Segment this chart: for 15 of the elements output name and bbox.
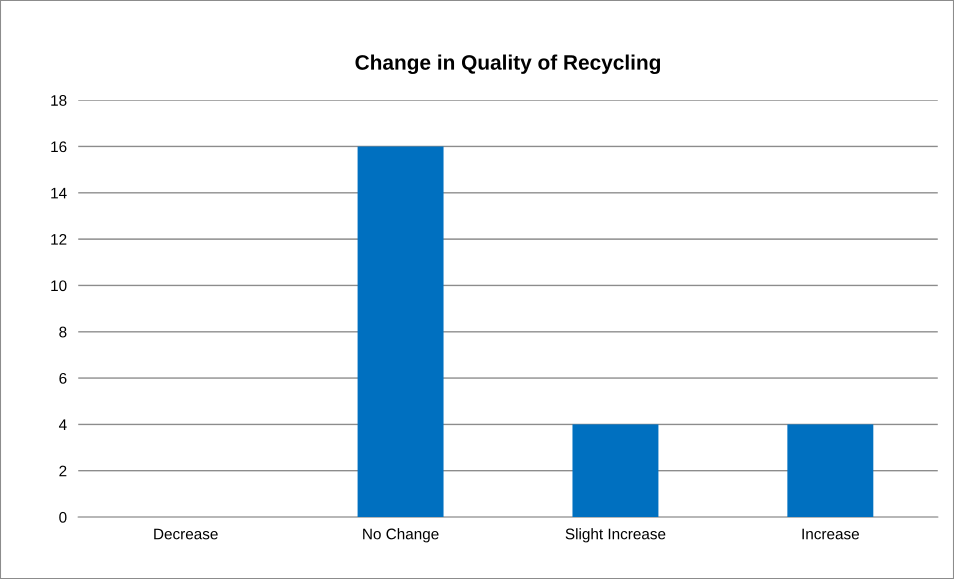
y-tick-label: 14 <box>51 188 67 198</box>
x-tick-label: Decrease <box>154 528 218 540</box>
y-tick-label: 6 <box>59 372 66 384</box>
x-tick-label: Slight Increase <box>566 528 666 542</box>
y-tick-label: 8 <box>59 326 66 338</box>
y-tick-label: 16 <box>51 141 66 152</box>
y-tick-label: 10 <box>51 280 67 292</box>
y-tick-label: 12 <box>51 234 66 245</box>
chart-title: Change in Quality of Recycling <box>355 54 660 74</box>
y-tick-label: 18 <box>51 95 66 106</box>
x-tick-label: No Change <box>363 528 439 542</box>
y-tick-label: 0 <box>59 512 67 523</box>
x-tick-label: Increase <box>802 528 859 540</box>
y-tick-label: 4 <box>58 419 67 430</box>
y-tick-label: 2 <box>59 466 66 476</box>
